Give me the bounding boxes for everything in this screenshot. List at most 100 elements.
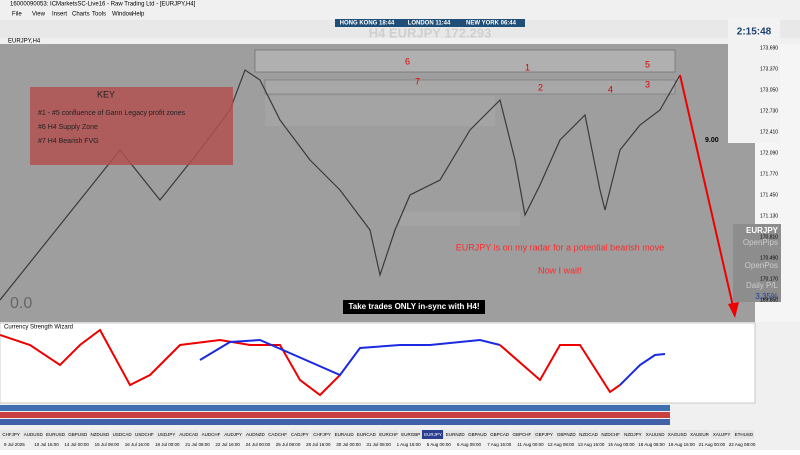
symbol-tab[interactable]: AUDCAD [179, 432, 199, 437]
menu-item[interactable]: View [32, 12, 46, 18]
symbol-tab[interactable]: USDJPY [158, 432, 176, 437]
panel-label: Daily P/L [746, 281, 779, 290]
symbol-tab[interactable]: CHFJPY [313, 432, 331, 437]
symbol-tab[interactable]: GBPUSD [68, 432, 88, 437]
symbol-tab-bg [444, 430, 466, 439]
symbol-tab[interactable]: USDCAD [113, 432, 133, 437]
symbol-tab[interactable]: NZDCAD [579, 432, 598, 437]
corner-value: 0.0 [10, 295, 32, 312]
time-axis: 9 Jul 2025 10 Jul 16:00 14 Jul 00:00 15 Jul… [4, 442, 756, 447]
symbol-tab[interactable]: EURNZD [446, 432, 465, 437]
symbol-tab[interactable]: XAUEUR [690, 432, 710, 437]
supply-zone [254, 49, 676, 73]
symbol-tab-bg [310, 430, 333, 439]
symbol-tab[interactable]: EURUSD [46, 432, 66, 437]
projection-arrow [679, 74, 736, 316]
symbol-tab[interactable]: GBPAUD [468, 432, 487, 437]
symbol-tab[interactable]: XAUJPY [713, 432, 731, 437]
symbol-tab[interactable]: GBPCHF [512, 432, 531, 437]
key-lines: #1 - #5 confluence of Gann Legacy profit… [38, 110, 186, 145]
strength-line [499, 344, 621, 394]
zone-number: 5 [645, 59, 650, 69]
toolbar [0, 20, 800, 38]
pnl-panel [733, 224, 781, 302]
chart-tab: EURJPY,H4 [8, 39, 41, 45]
price-label: 173.690 [760, 45, 778, 51]
symbol-tab-bg [577, 430, 599, 439]
key-title: KEY [97, 89, 115, 99]
symbol-tab-bg [510, 430, 532, 439]
key-line: #1 - #5 confluence of Gann Legacy profit… [38, 110, 186, 117]
session-bar [335, 19, 525, 27]
menu-item[interactable]: File [12, 12, 22, 18]
symbol-tab[interactable]: GBPJPY [535, 432, 553, 437]
date-label: 15 Aug 00:00 [608, 442, 635, 447]
symbol-tab[interactable]: GBPCAD [490, 432, 510, 437]
symbol-tab-bg [621, 430, 643, 439]
menu-item[interactable]: Tools [92, 12, 106, 18]
symbol-tab-bg [666, 430, 688, 439]
price-label: 173.370 [760, 66, 778, 72]
symbol-tab[interactable]: CADCHF [268, 432, 287, 437]
date-label: 31 Jul 08:00 [366, 442, 391, 447]
zone-number: 3 [645, 79, 650, 89]
symbol-tab-bg [532, 430, 555, 439]
price-label: 173.050 [760, 87, 778, 93]
symbol-tab[interactable]: ETHUSD [735, 432, 754, 437]
symbol-tab[interactable]: XAUUSD [646, 432, 666, 437]
date-label: 13 Aug 16:00 [578, 442, 605, 447]
menu-item[interactable]: Help [132, 12, 145, 18]
symbol-tab[interactable]: NZDJPY [624, 432, 642, 437]
symbol-tab[interactable]: AUDUSD [24, 432, 44, 437]
zone-number: 1 [525, 62, 530, 72]
zone-number: 6 [405, 56, 410, 66]
symbol-tab[interactable]: CADJPY [291, 432, 309, 437]
panel-symbol: EURJPY [746, 226, 779, 235]
menu-item[interactable]: Window [112, 12, 134, 18]
symbol-tab[interactable]: EURCHF [379, 432, 398, 437]
heat-strip [0, 405, 670, 411]
zone-number: 2 [538, 82, 543, 92]
symbol-tab[interactable]: EURCAD [357, 432, 377, 437]
symbol-tab[interactable]: USDCHF [135, 432, 154, 437]
symbol-tab[interactable]: CHFJPY [2, 432, 20, 437]
menu-item[interactable]: Insert [52, 12, 67, 18]
zone-labels: 12 3 4 5 67 [405, 56, 650, 94]
price-label: 171.130 [760, 213, 778, 219]
fvg-zone [264, 79, 676, 95]
symbol-tab[interactable]: NZDUSD [91, 432, 110, 437]
symbol-tab-bg [333, 430, 355, 439]
session: NEW YORK 06:44 [466, 21, 517, 27]
symbol-tab[interactable]: AUDNZD [246, 432, 265, 437]
date-label: 9 Jul 2025 [4, 442, 25, 447]
symbol-tab[interactable]: EURAUD [335, 432, 355, 437]
date-label: 25 Jul 08:00 [276, 442, 301, 447]
date-label: 21 Jul 08:00 [185, 442, 210, 447]
date-label: 16 Jul 16:00 [125, 442, 150, 447]
symbol-tab-bg [177, 430, 199, 439]
symbol-tab[interactable]: EURJPY [424, 432, 442, 437]
price-label: 172.410 [760, 129, 778, 135]
symbol-tab[interactable]: GBPNZD [557, 432, 577, 437]
date-label: 1 Aug 16:00 [397, 442, 422, 447]
strength-line [199, 338, 501, 377]
price-label: 169.850 [760, 297, 778, 303]
symbol-tab[interactable]: XAGUSD [668, 432, 688, 437]
symbol-tab[interactable]: NZDCHF [601, 432, 620, 437]
menu-item[interactable]: Charts [72, 12, 90, 18]
price-label: 171.450 [760, 192, 778, 198]
symbol-tab[interactable]: EURGBP [401, 432, 420, 437]
symbol-tab[interactable]: AUDJPY [224, 432, 242, 437]
symbol-tabs: CHFJPY AUDUSD EURUSD GBPUSD NZDUSD USDCAD USDC… [0, 430, 754, 439]
price-label: 172.730 [760, 108, 778, 114]
panel-label: OpenPos [745, 261, 778, 270]
date-label: 5 Aug 00:00 [427, 442, 452, 447]
symbol-tab-bg [88, 430, 111, 439]
symbol-tab[interactable]: AUDCHF [202, 432, 221, 437]
strength-line [0, 328, 341, 397]
date-label: 19 Aug 16:00 [668, 442, 695, 447]
annotation: EURJPY is on my radar for a potential be… [456, 242, 664, 252]
symbol-tab-bg [555, 430, 577, 439]
